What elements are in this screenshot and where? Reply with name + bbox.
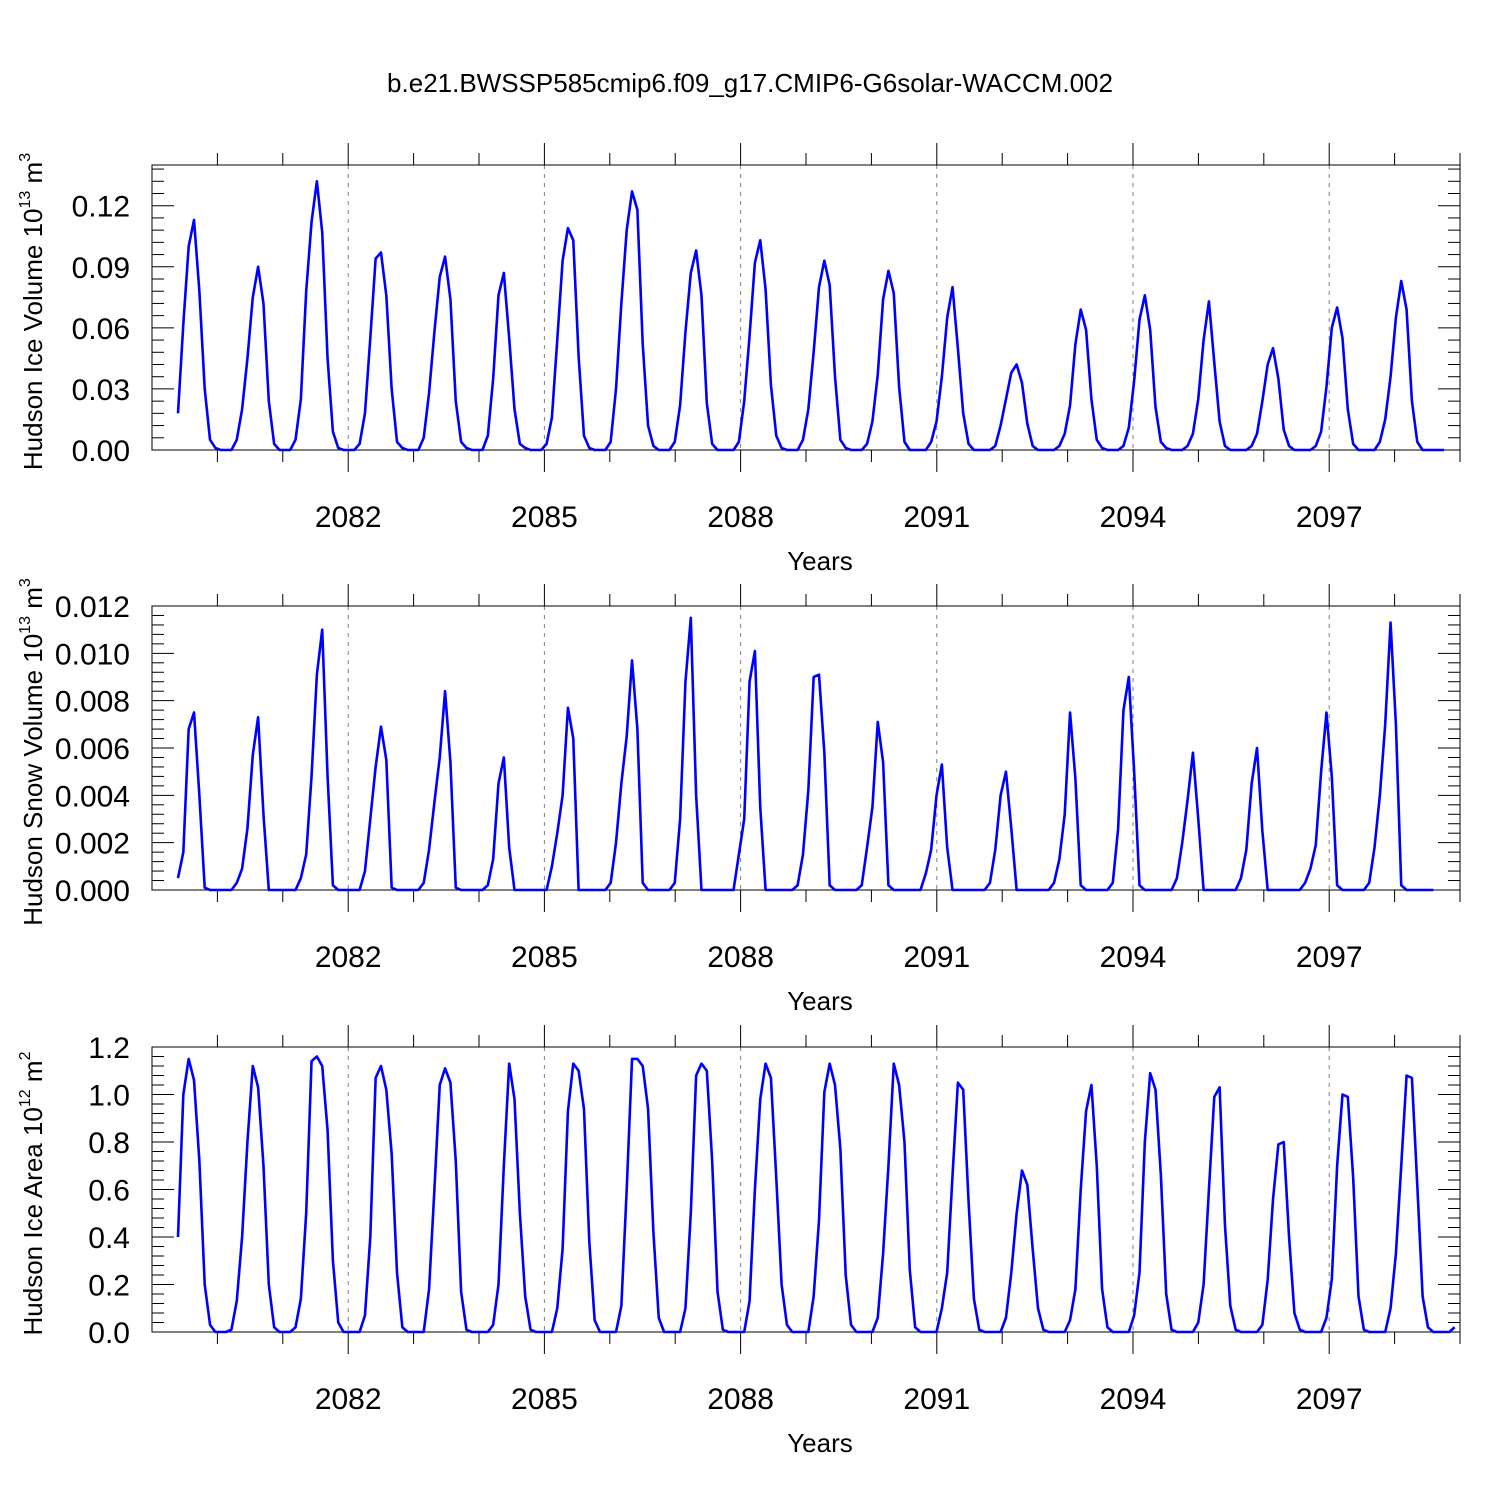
panel-snow-volume: 2082 2085 2088 2091 2094 2097 0.000 0.002 0.004 0… [17, 578, 1461, 1016]
y-axis-label-ylabel-unit: m [18, 162, 48, 191]
y-axis-label-ylabel-unit: m [18, 587, 48, 616]
y-axis-label-ylabel-exp: 13 [17, 616, 34, 634]
y-axis-label-ylabel-exp: 12 [17, 1089, 34, 1107]
y-tick-label: 0.6 [88, 1175, 130, 1208]
y-axis-label-ylabel: Hudson Ice Area 10 [18, 1107, 48, 1335]
y-axis-label-ylabel: Hudson Snow Volume 10 [18, 634, 48, 926]
y-axis-label: Hudson Ice Area 1012 m2 [17, 1051, 48, 1335]
y-axis-label-ylabel-unit: m [18, 1060, 48, 1089]
y-tick-label: 0.00 [72, 435, 130, 468]
x-tick-label-2082: 2082 [315, 501, 382, 534]
x-tick-label-2091: 2091 [903, 1383, 970, 1416]
x-tick-label-2082: 2082 [315, 1383, 382, 1416]
y-tick-label: 1.2 [88, 1032, 130, 1065]
x-tick-label-2088: 2088 [707, 941, 774, 974]
plot-frame [151, 1046, 1461, 1333]
x-axis-label: Years [787, 1428, 853, 1458]
y-tick-label: 0.09 [72, 252, 130, 285]
x-axis-label: Years [787, 986, 853, 1016]
y-tick-label: 0.006 [55, 733, 130, 766]
y-tick-label: 0.0 [88, 1317, 130, 1350]
y-tick-label: 0.4 [88, 1222, 130, 1255]
x-tick-label-2094: 2094 [1100, 941, 1167, 974]
x-tick-label-2097: 2097 [1296, 501, 1363, 534]
y-axis-label-text: Hudson Ice Volume 1013 m3 [17, 153, 48, 470]
y-axis-label-ylabel-exp: 13 [17, 191, 34, 209]
y-tick-label: 0.03 [72, 374, 130, 407]
x-tick-label-2094: 2094 [1100, 1383, 1167, 1416]
x-tick-label-2091: 2091 [903, 941, 970, 974]
y-tick-label: 0.8 [88, 1127, 130, 1160]
x-tick-label-2097: 2097 [1296, 1383, 1363, 1416]
x-tick-label-2094: 2094 [1100, 501, 1167, 534]
x-axis-label: Years [787, 546, 853, 576]
x-tick-label-2085: 2085 [511, 941, 578, 974]
y-tick-label: 0.008 [55, 686, 130, 719]
x-tick-label-2088: 2088 [707, 501, 774, 534]
y-axis-label-text: Hudson Snow Volume 1013 m3 [17, 578, 48, 926]
y-axis-label: Hudson Snow Volume 1013 m3 [17, 578, 48, 926]
y-tick-label: 0.000 [55, 875, 130, 908]
y-tick-label: 0.002 [55, 828, 130, 861]
series-line-snow-volume [176, 616, 1434, 892]
y-axis-label-ylabel-unit-exp: 3 [17, 578, 34, 587]
panel-ice-volume: 2082 2085 2088 2091 2094 2097 0.00 0.03 0.06 0.09… [17, 143, 1461, 576]
series-line-ice-volume [176, 179, 1444, 452]
y-tick-label: 0.012 [55, 591, 130, 624]
y-axis-label-text: Hudson Ice Area 1012 m2 [17, 1051, 48, 1335]
x-tick-label-2088: 2088 [707, 1383, 774, 1416]
chart-title: b.e21.BWSSP585cmip6.f09_g17.CMIP6-G6sola… [387, 68, 1113, 98]
y-axis-label-ylabel: Hudson Ice Volume 10 [18, 208, 48, 470]
panel-ice-area: 2082 2085 2088 2091 2094 2097 0.0 0.2 0.4 0.6 0.8 1… [17, 1025, 1461, 1458]
y-tick-label: 0.06 [72, 313, 130, 346]
x-tick-label-2085: 2085 [511, 501, 578, 534]
y-axis-label: Hudson Ice Volume 1013 m3 [17, 153, 48, 470]
x-tick-label-2091: 2091 [903, 501, 970, 534]
y-tick-label: 1.0 [88, 1080, 130, 1113]
x-tick-label-2082: 2082 [315, 941, 382, 974]
plot-frame [151, 164, 1461, 451]
x-tick-label-2085: 2085 [511, 1383, 578, 1416]
y-axis-label-ylabel-unit-exp: 3 [17, 153, 34, 162]
y-axis-label-ylabel-unit-exp: 2 [17, 1051, 34, 1060]
y-tick-label: 0.2 [88, 1270, 130, 1303]
y-tick-label: 0.004 [55, 780, 130, 813]
y-tick-label: 0.12 [72, 191, 130, 224]
series-line-ice-area [176, 1055, 1456, 1334]
y-tick-label: 0.010 [55, 638, 130, 671]
x-tick-label-2097: 2097 [1296, 941, 1363, 974]
